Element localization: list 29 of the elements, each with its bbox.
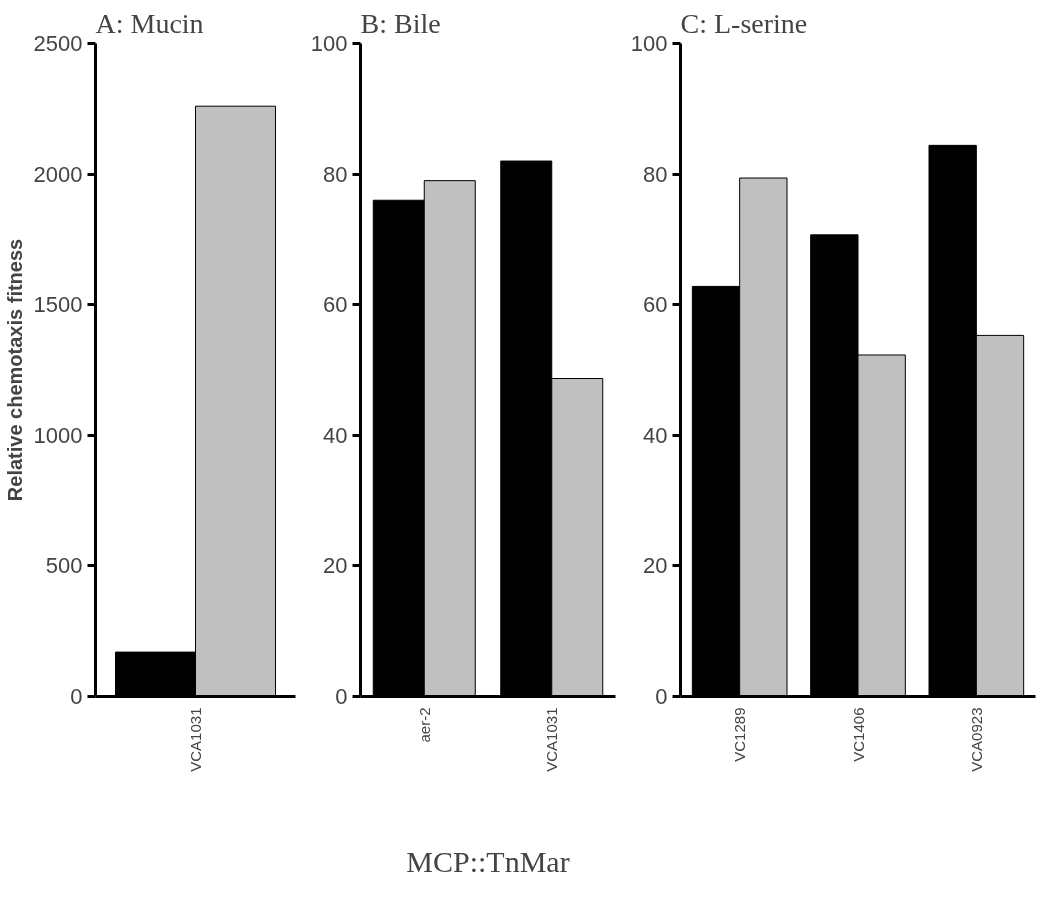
x-tick-label: VC1406: [849, 707, 867, 762]
y-tick-label: 80: [643, 161, 668, 187]
y-tick-label: 0: [655, 684, 668, 709]
chart-title: B: Bile: [360, 7, 441, 39]
y-tick-label: 1000: [33, 422, 83, 448]
y-tick-label: 20: [643, 553, 668, 579]
y-tick-label: 2500: [33, 31, 83, 56]
chart-title: C: L-serine: [680, 7, 808, 39]
x-tick-label: VC1289: [731, 707, 749, 762]
y-tick-label: 60: [323, 292, 348, 318]
y-tick-label: 100: [630, 31, 668, 56]
y-axis-title: Relative chemotaxis fitness: [3, 238, 26, 502]
y-tick-label: 60: [643, 292, 668, 318]
y-tick-label: 100: [310, 31, 348, 56]
y-tick-label: 1500: [33, 292, 83, 318]
y-tick-label: 2000: [33, 161, 83, 187]
x-axis-title: MCP::TnMar: [406, 844, 570, 878]
y-tick-label: 20: [323, 553, 348, 579]
x-tick-label: VCA1031: [187, 707, 204, 772]
y-tick-label: 0: [70, 684, 83, 709]
chart-title: A: Mucin: [95, 7, 204, 39]
y-tick-label: 40: [643, 422, 668, 448]
x-tick-label: VCA1031: [543, 707, 561, 772]
x-tick-label: VCA0923: [967, 707, 985, 772]
x-tick-label: aer-2: [415, 707, 433, 743]
y-tick-label: 0: [335, 684, 348, 709]
y-tick-label: 40: [323, 422, 348, 448]
y-tick-label: 500: [45, 553, 83, 579]
y-tick-label: 80: [323, 161, 348, 187]
